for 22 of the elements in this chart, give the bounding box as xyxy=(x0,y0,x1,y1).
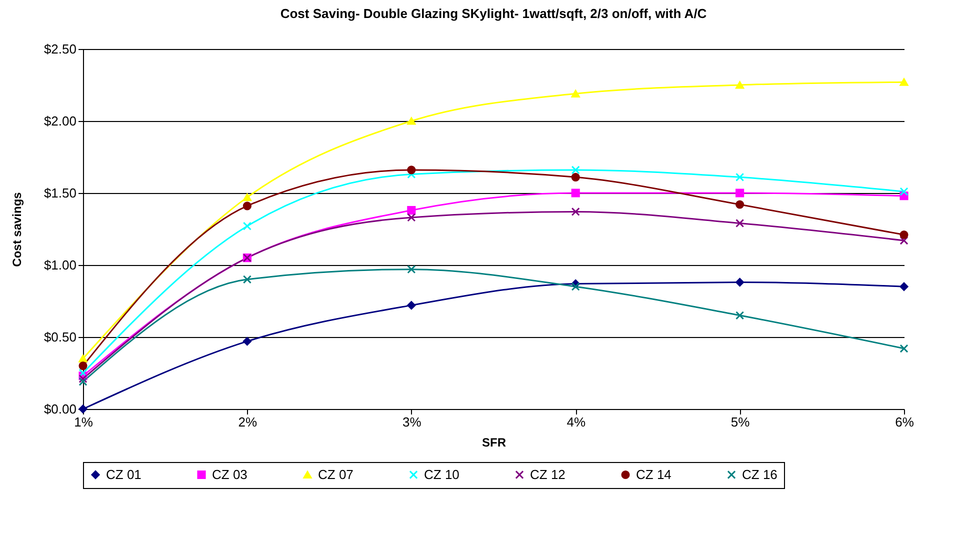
x-axis-title: SFR xyxy=(482,436,506,450)
x-tick-label: 1% xyxy=(74,414,94,430)
y-axis-title: Cost savings xyxy=(10,192,24,267)
chart-title: Cost Saving- Double Glazing SKylight- 1watt/sqft, 2/3 on/off, with A/C xyxy=(280,6,708,21)
legend-label: CZ 01 xyxy=(106,466,142,482)
legend-label: CZ 16 xyxy=(742,466,778,482)
y-tick-label: $0.50 xyxy=(44,330,76,344)
legend-label: CZ 03 xyxy=(212,466,248,482)
y-tick-label: $0.00 xyxy=(44,402,76,416)
legend-label: CZ 07 xyxy=(318,466,354,482)
y-tick-label: $2.50 xyxy=(44,42,76,56)
legend-label: CZ 10 xyxy=(424,466,460,482)
x-tick-label: 5% xyxy=(730,414,750,430)
y-tick-label: $1.50 xyxy=(44,186,76,200)
y-tick-label: $1.00 xyxy=(44,258,76,272)
x-tick-label: 6% xyxy=(895,414,914,430)
legend-label: CZ 14 xyxy=(636,466,672,482)
x-tick-label: 3% xyxy=(402,414,422,430)
y-tick-label: $2.00 xyxy=(44,114,76,128)
legend-label: CZ 12 xyxy=(530,466,566,482)
x-tick-label: 2% xyxy=(238,414,258,430)
x-tick-label: 4% xyxy=(566,414,586,430)
